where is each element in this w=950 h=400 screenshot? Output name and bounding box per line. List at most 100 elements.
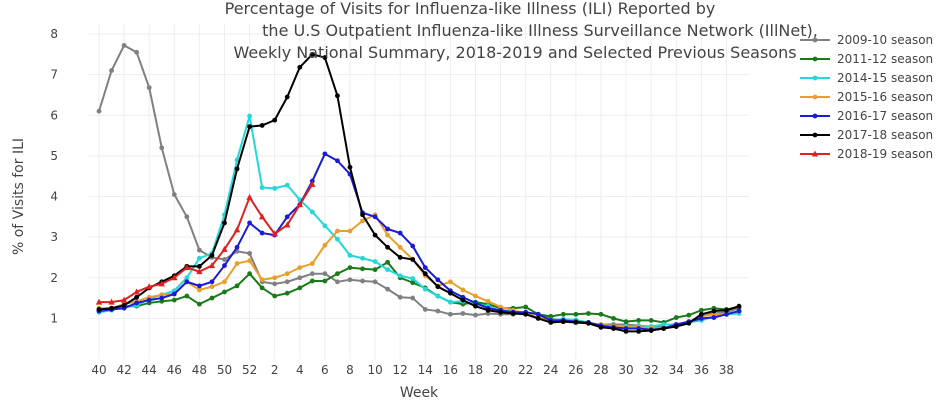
data-point (184, 293, 190, 299)
legend-swatch-marker (811, 150, 819, 157)
data-point (385, 244, 391, 250)
x-tick-label: 22 (518, 363, 533, 377)
data-point (535, 315, 541, 321)
data-point (247, 124, 252, 130)
data-point (498, 309, 503, 315)
y-tick-label: 3 (50, 230, 58, 244)
data-point (171, 192, 177, 197)
legend-item[interactable]: 2011-12 season (800, 52, 933, 66)
data-point (385, 267, 391, 273)
data-point (372, 214, 378, 220)
data-point (209, 279, 215, 285)
x-tick-label: 42 (116, 363, 131, 377)
data-point (347, 265, 353, 270)
data-point (736, 308, 742, 314)
data-point (360, 278, 365, 284)
data-point (724, 311, 729, 317)
data-point (272, 281, 278, 287)
data-point (309, 271, 315, 277)
y-tick-label: 5 (50, 149, 58, 163)
y-axis-ticks: 1 2 3 4 5 6 7 8 (50, 27, 58, 325)
data-point (196, 268, 203, 275)
data-point (347, 253, 353, 258)
data-point (372, 267, 378, 273)
data-point (410, 280, 416, 286)
data-point (360, 218, 365, 224)
data-point (247, 113, 252, 119)
data-point (234, 283, 240, 289)
data-point (247, 258, 252, 264)
data-point (272, 275, 278, 281)
series-layer (95, 42, 742, 334)
legend-item[interactable]: 2009-10 season (800, 33, 933, 47)
data-point (121, 302, 127, 308)
series-line (98, 53, 740, 333)
legend-label: 2015-16 season (837, 90, 933, 104)
data-point (360, 255, 365, 261)
data-point (711, 315, 717, 320)
data-point (322, 55, 328, 60)
data-point (222, 279, 227, 285)
data-point (473, 312, 478, 318)
data-point (297, 275, 303, 281)
y-tick-label: 7 (50, 68, 58, 82)
data-point (247, 220, 252, 226)
data-point (397, 244, 403, 250)
x-tick-label: 28 (593, 363, 608, 377)
x-tick-label: 20 (493, 363, 508, 377)
y-tick-label: 1 (50, 311, 58, 325)
data-point (435, 293, 441, 299)
data-point (360, 266, 365, 272)
data-point (196, 247, 202, 253)
data-point (661, 322, 667, 327)
data-point (435, 308, 441, 314)
data-point (109, 68, 114, 73)
data-point (447, 290, 453, 296)
data-point (460, 297, 466, 303)
data-point (259, 123, 265, 128)
data-point (258, 213, 266, 220)
legend-item[interactable]: 2018-19 season (800, 147, 933, 161)
x-tick-label: 52 (242, 363, 257, 377)
x-tick-label: 10 (367, 363, 382, 377)
legend-label: 2014-15 season (837, 71, 933, 85)
data-point (410, 257, 416, 262)
data-point (485, 307, 491, 313)
legend-item[interactable]: 2017-18 season (800, 128, 933, 142)
data-point (196, 287, 202, 293)
x-tick-label: 12 (393, 363, 408, 377)
legend-item[interactable]: 2014-15 season (800, 71, 933, 85)
data-point (385, 226, 391, 232)
data-point (222, 257, 227, 262)
data-point (184, 279, 190, 285)
x-tick-label: 36 (694, 363, 709, 377)
data-point (523, 304, 529, 310)
data-point (109, 305, 114, 311)
data-point (322, 242, 328, 248)
data-point (372, 232, 378, 238)
legend-item[interactable]: 2015-16 season (800, 90, 933, 104)
series-line (98, 152, 740, 331)
data-point (234, 261, 240, 266)
chart-title-line-2: the U.S Outpatient Influenza-like Illnes… (262, 21, 818, 40)
data-point (636, 318, 642, 323)
legend-label: 2011-12 season (837, 52, 933, 66)
data-point (284, 214, 290, 220)
data-point (686, 312, 692, 318)
x-tick-label: 6 (321, 363, 329, 377)
data-point (259, 285, 265, 291)
x-tick-label: 48 (192, 363, 207, 377)
data-point (385, 286, 391, 292)
data-point (523, 311, 529, 317)
data-point (573, 311, 579, 317)
legend-item[interactable]: 2016-17 season (800, 109, 933, 123)
data-point (322, 278, 328, 284)
data-point (309, 261, 315, 266)
x-tick-label: 30 (618, 363, 633, 377)
data-point (698, 315, 704, 321)
data-point (335, 93, 340, 99)
data-point (322, 271, 328, 277)
legend-swatch-marker (812, 37, 818, 43)
data-point (397, 294, 403, 300)
data-point (460, 311, 466, 316)
